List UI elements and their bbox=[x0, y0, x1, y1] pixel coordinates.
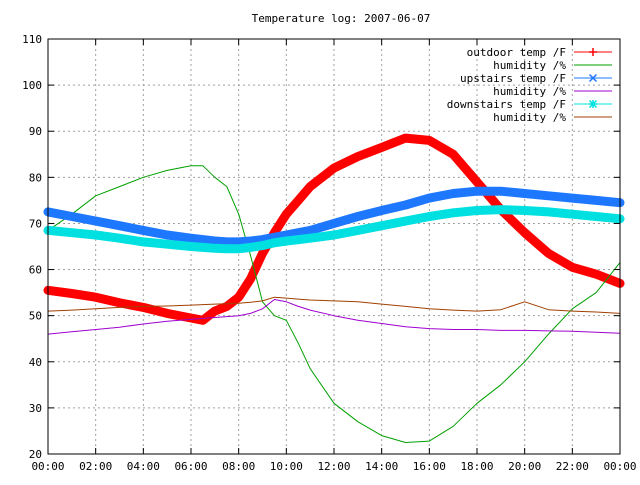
series-line-5 bbox=[43, 205, 625, 254]
legend-marker bbox=[588, 99, 598, 109]
x-tick-label: 22:00 bbox=[556, 460, 589, 473]
series-line-6 bbox=[47, 296, 621, 314]
legend-label: humidity /% bbox=[493, 111, 566, 124]
x-tick-label: 00:00 bbox=[31, 460, 64, 473]
y-tick-label: 60 bbox=[29, 264, 42, 277]
legend-label: downstairs temp /F bbox=[447, 98, 566, 111]
series-line-3 bbox=[43, 186, 625, 247]
x-tick-label: 00:00 bbox=[603, 460, 636, 473]
y-tick-label: 80 bbox=[29, 171, 42, 184]
series-line-4 bbox=[47, 299, 621, 335]
y-tick-label: 70 bbox=[29, 217, 42, 230]
y-tick-label: 100 bbox=[22, 79, 42, 92]
x-tick-label: 10:00 bbox=[270, 460, 303, 473]
y-tick-label: 90 bbox=[29, 125, 42, 138]
x-tick-label: 04:00 bbox=[127, 460, 160, 473]
legend-label: outdoor temp /F bbox=[467, 46, 566, 59]
y-tick-label: 40 bbox=[29, 356, 42, 369]
chart-title: Temperature log: 2007-06-07 bbox=[252, 12, 431, 25]
x-tick-label: 16:00 bbox=[413, 460, 446, 473]
series-line-2 bbox=[47, 165, 621, 443]
y-tick-label: 110 bbox=[22, 33, 42, 46]
y-tick-label: 20 bbox=[29, 448, 42, 461]
legend-label: upstairs temp /F bbox=[460, 72, 566, 85]
legend-marker bbox=[588, 73, 598, 83]
x-tick-label: 14:00 bbox=[365, 460, 398, 473]
y-tick-label: 30 bbox=[29, 402, 42, 415]
legend-label: humidity /% bbox=[493, 85, 566, 98]
legend-label: humidity /% bbox=[493, 59, 566, 72]
x-tick-label: 08:00 bbox=[222, 460, 255, 473]
series-layer bbox=[43, 133, 625, 443]
x-tick-label: 12:00 bbox=[317, 460, 350, 473]
y-tick-label: 50 bbox=[29, 310, 42, 323]
x-tick-label: 18:00 bbox=[460, 460, 493, 473]
x-tick-label: 02:00 bbox=[79, 460, 112, 473]
ticks: 20 30 40 50 60 70 80 90 100 110 00:00 02:00 04:00 06:… bbox=[22, 33, 636, 473]
x-tick-label: 06:00 bbox=[174, 460, 207, 473]
x-tick-label: 20:00 bbox=[508, 460, 541, 473]
